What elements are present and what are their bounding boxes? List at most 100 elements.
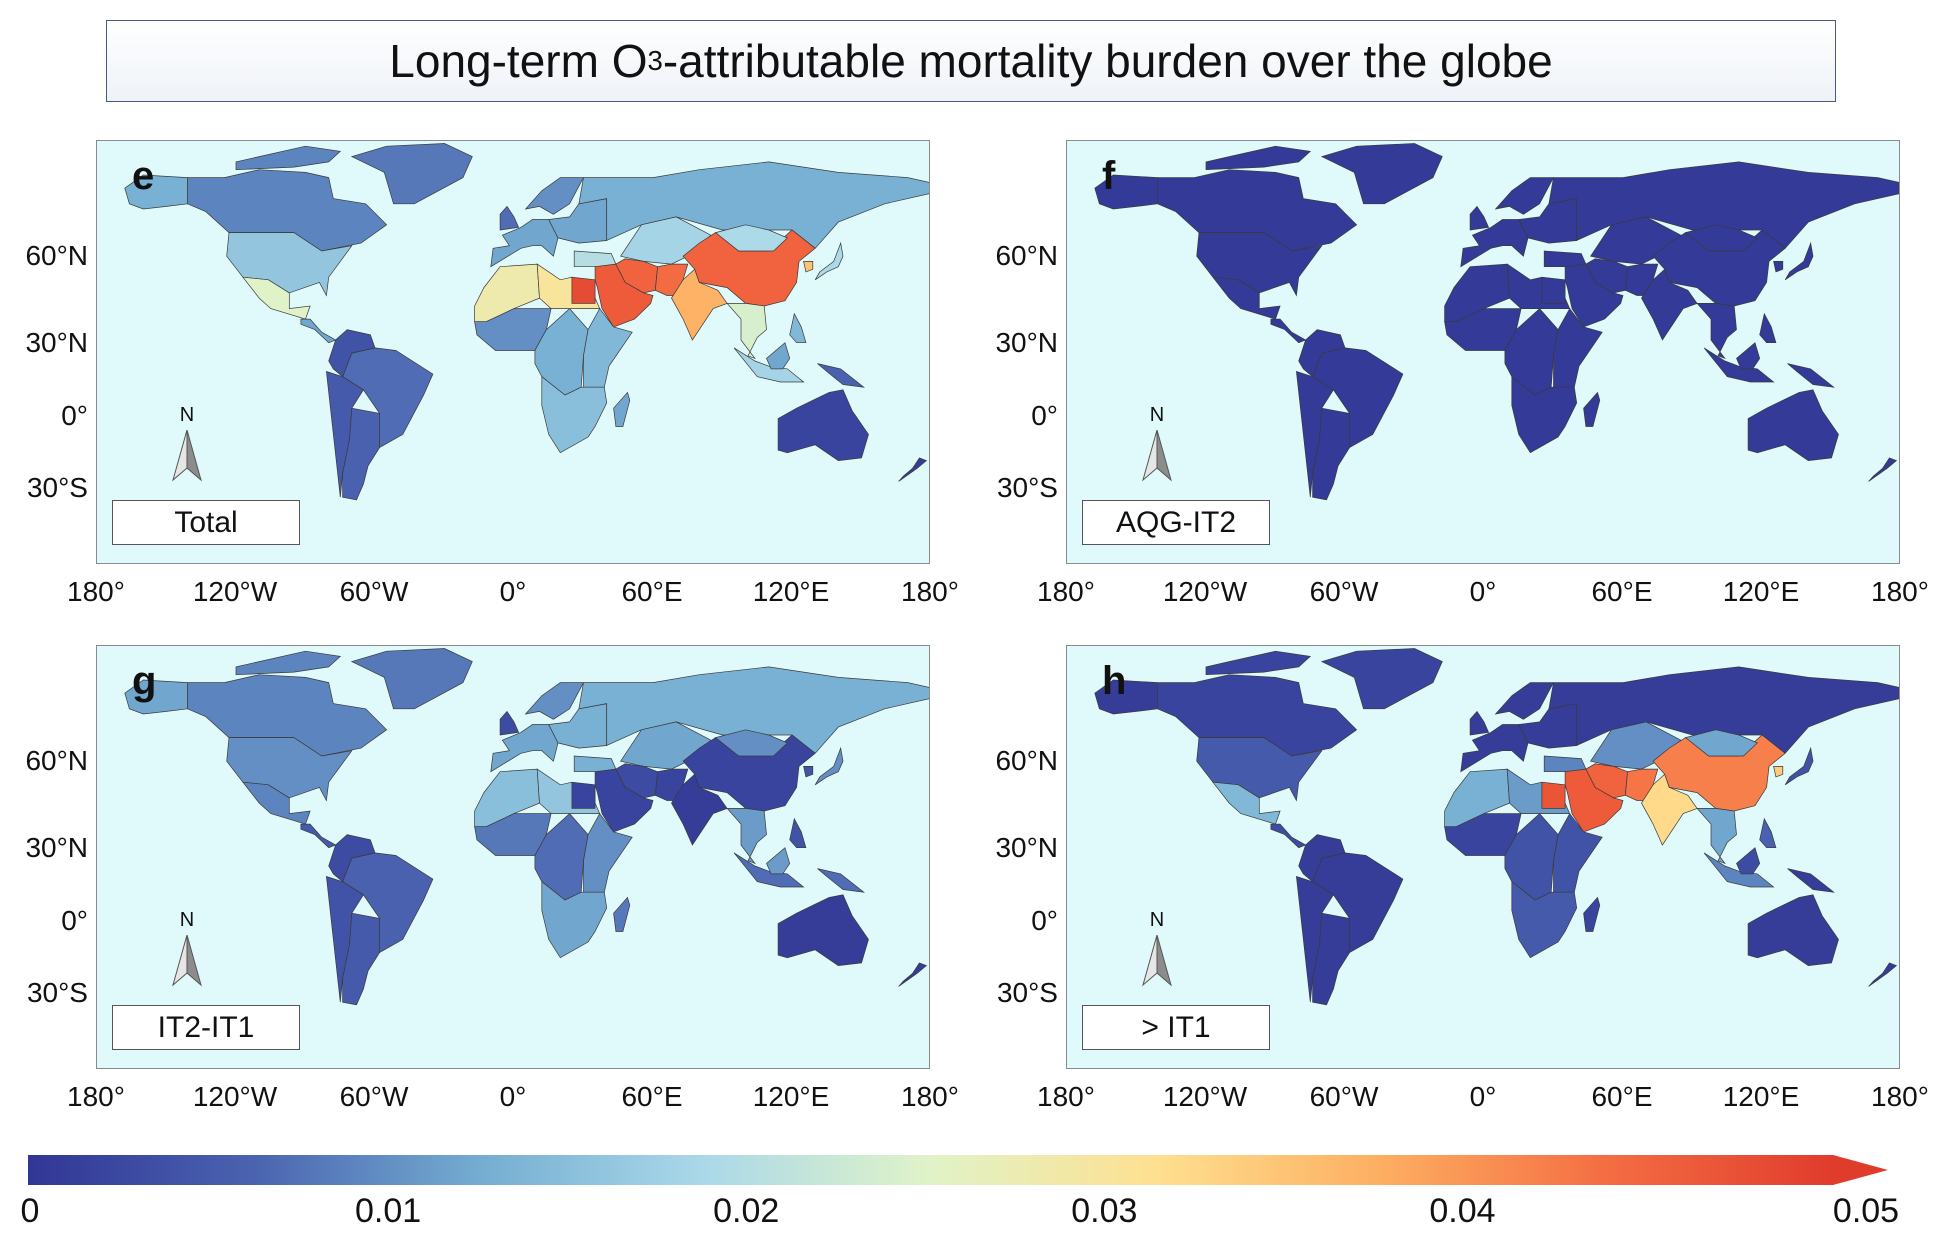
map-area <box>96 140 930 564</box>
latitude-label: 30°S <box>26 977 88 1008</box>
region-egypt <box>571 781 596 809</box>
region-japan <box>1784 746 1814 786</box>
region-afpak <box>654 768 689 801</box>
region-mideast <box>1564 768 1624 833</box>
region-southafr <box>1511 375 1578 454</box>
region-uk <box>499 710 520 736</box>
longitude-label: 0° <box>1469 576 1497 607</box>
longitude-label: 180° <box>67 576 125 607</box>
region-seasia <box>726 303 767 360</box>
longitude-label: 60°E <box>621 576 683 607</box>
panel-letter: e <box>132 154 155 198</box>
panel-letter: g <box>132 659 157 703</box>
longitude-label: 180° <box>901 576 959 607</box>
region-afpak <box>654 263 689 296</box>
region-scand <box>524 682 585 720</box>
region-png <box>1787 363 1835 388</box>
colorbar-tick: 0.03 <box>1071 1192 1138 1230</box>
panel-letter: h <box>1102 659 1127 703</box>
scenario-label-box: AQG-IT2 <box>1082 500 1270 545</box>
latitude-label: 0° <box>61 400 88 431</box>
longitude-label: 180° <box>1037 1081 1095 1112</box>
north-label: N <box>179 909 195 931</box>
colorbar-tick: 0.04 <box>1429 1192 1496 1230</box>
north-arrow-icon: N <box>1142 404 1184 484</box>
region-nz <box>898 457 928 482</box>
longitude-label: 120°W <box>192 576 278 607</box>
latitude-label: 30°N <box>995 832 1058 863</box>
region-afpak <box>1624 263 1659 296</box>
region-phil <box>789 817 807 849</box>
region-madagascar <box>1583 391 1601 427</box>
region-canada <box>1157 169 1358 252</box>
north-label: N <box>1149 909 1165 931</box>
region-korea <box>803 766 814 778</box>
longitude-label: 120°E <box>752 576 830 607</box>
longitude-label: 120°E <box>1722 1081 1800 1112</box>
region-indonesia <box>1703 347 1775 383</box>
scenario-label-box: IT2-IT1 <box>112 1005 300 1050</box>
region-southSA <box>1312 912 1350 1006</box>
region-scand <box>1494 682 1555 720</box>
latitude-label: 30°N <box>25 832 88 863</box>
region-arctic <box>1205 650 1312 676</box>
longitude-label: 60°W <box>339 1081 409 1112</box>
longitude-label: 60°E <box>621 1081 683 1112</box>
map-area <box>96 645 930 1069</box>
region-phil <box>789 312 807 344</box>
longitude-label: 180° <box>1871 1081 1929 1112</box>
longitude-label: 180° <box>67 1081 125 1112</box>
latitude-label: 0° <box>1031 905 1058 936</box>
title-prefix: Long-term O <box>389 35 648 87</box>
longitude-label: 60°E <box>1591 1081 1653 1112</box>
region-scand <box>524 177 585 215</box>
region-mexico <box>242 276 311 320</box>
latitude-label: 30°S <box>26 472 88 503</box>
longitude-label: 120°W <box>1162 1081 1248 1112</box>
region-borneo <box>766 342 791 370</box>
north-arrow-icon: N <box>172 909 214 989</box>
latitude-label: 60°N <box>25 745 88 776</box>
longitude-label: 0° <box>499 576 527 607</box>
figure-title: Long-term O 3 -attributable mortality burd… <box>106 20 1836 102</box>
region-eastafr <box>583 307 633 388</box>
latitude-label: 30°N <box>25 327 88 358</box>
longitude-label: 0° <box>499 1081 527 1112</box>
region-mongolia <box>1684 729 1759 757</box>
region-eastafr <box>1553 307 1603 388</box>
region-indonesia <box>733 852 805 888</box>
region-egypt <box>571 276 596 304</box>
longitude-label: 180° <box>1871 576 1929 607</box>
longitude-label: 180° <box>901 1081 959 1112</box>
latitude-label: 60°N <box>995 745 1058 776</box>
region-korea <box>803 261 814 273</box>
longitude-label: 60°W <box>1309 1081 1379 1112</box>
north-label: N <box>179 404 195 426</box>
region-korea <box>1773 766 1784 778</box>
colorbar <box>28 1155 1888 1185</box>
panel-letter: f <box>1102 154 1116 198</box>
colorbar-tick: 0.01 <box>355 1192 422 1230</box>
region-canada <box>187 169 388 252</box>
region-central <box>1270 318 1307 344</box>
longitude-label: 120°W <box>192 1081 278 1112</box>
region-png <box>817 363 865 388</box>
region-madagascar <box>1583 896 1601 932</box>
latitude-label: 0° <box>61 905 88 936</box>
region-japan <box>814 746 844 786</box>
region-central <box>300 823 337 849</box>
region-greenland <box>1320 648 1443 710</box>
region-greenland <box>350 143 473 205</box>
region-northSA <box>1298 329 1346 378</box>
region-eastafr <box>583 812 633 893</box>
region-turkey <box>1543 755 1587 773</box>
region-seasia <box>726 808 767 865</box>
colorbar-tick: 0.05 <box>1832 1192 1900 1230</box>
region-greenland <box>1320 143 1443 205</box>
region-madagascar <box>613 391 631 427</box>
longitude-label: 60°E <box>1591 576 1653 607</box>
region-mexico <box>1212 276 1281 320</box>
colorbar-extend-arrow <box>1833 1155 1888 1185</box>
latitude-label: 0° <box>1031 400 1058 431</box>
region-uk <box>1469 205 1490 231</box>
